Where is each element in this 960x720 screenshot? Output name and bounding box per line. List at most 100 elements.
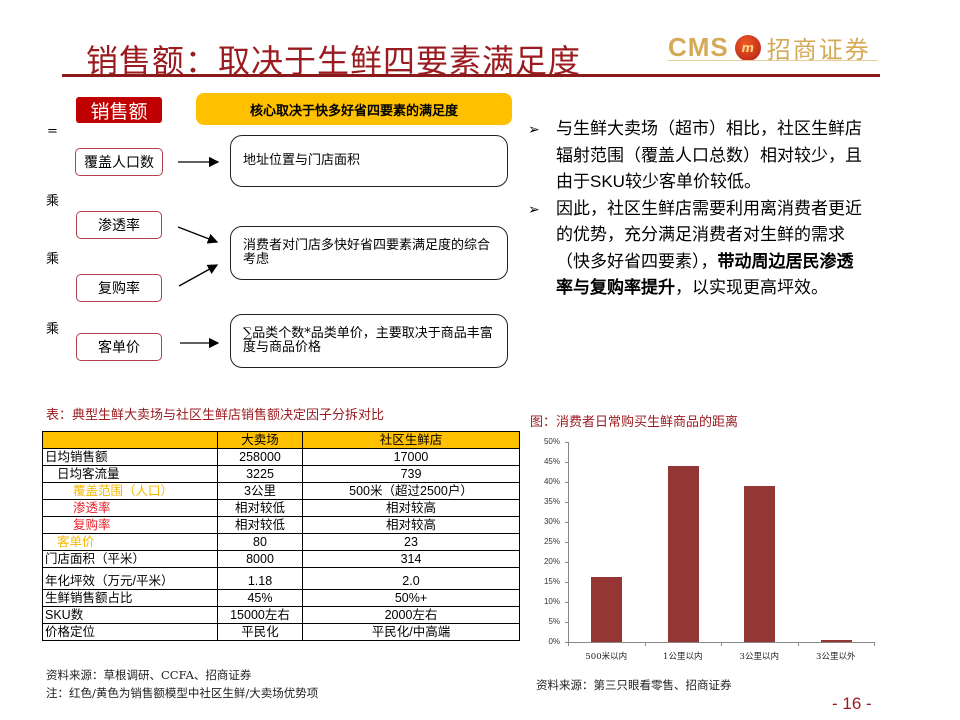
table-caption: 表：典型生鲜大卖场与社区生鲜店销售额决定因子分拆对比 (46, 408, 385, 423)
x-tick-mark (874, 642, 875, 646)
x-tick-label: 1公里以内 (663, 652, 703, 662)
cell-community: 314 (302, 550, 520, 568)
table-notes: 资料来源：草根调研、CCFA、招商证券 注：红色/黄色为销售额模型中社区生鲜/大… (46, 666, 318, 702)
cell-hypermarket: 相对较低 (217, 516, 303, 534)
cell-community: 平民化/中高端 (302, 623, 520, 641)
table-row: 客单价 80 23 (42, 533, 520, 551)
bullet-text-tail: ，以实现更高坪效。 (675, 278, 828, 297)
equals-sign: = (47, 124, 58, 139)
table-row: 生鲜销售额占比 45% 50%+ (42, 589, 520, 607)
bullet-text: 因此，社区生鲜店需要利用离消费者更近的优势，充分满足消费者对生鲜的需求（快多好省… (556, 196, 868, 302)
y-tick-label: 45% (543, 457, 560, 466)
cell-hypermarket: 相对较低 (217, 499, 303, 517)
cell-hypermarket: 8000 (217, 550, 303, 568)
cell-community: 相对较高 (302, 499, 520, 517)
cell-hypermarket: 80 (217, 533, 303, 551)
y-tick-label: 15% (543, 577, 560, 586)
y-tick-label: 20% (543, 557, 560, 566)
bullet-item: ➢ 与生鲜大卖场（超市）相比，社区生鲜店辐射范围（覆盖人口总数）相对较少，且由于… (528, 116, 868, 196)
bullet-text-plain: 因此，社区生鲜店需要利用离消费者更近的优势，充分满足消费者对生鲜的需求（快多好省… (556, 198, 862, 271)
cell-community: 50%+ (302, 589, 520, 607)
table-row: 门店面积（平米） 8000 314 (42, 550, 520, 568)
table-row: SKU数 15000左右 2000左右 (42, 606, 520, 624)
y-tick-mark (565, 462, 568, 463)
table-row: 日均销售额 258000 17000 (42, 448, 520, 466)
cell-hypermarket: 15000左右 (217, 606, 303, 624)
factor-repurchase: 复购率 (76, 274, 162, 302)
factor-coverage: 覆盖人口数 (75, 148, 163, 176)
x-tick-mark (721, 642, 722, 646)
cell-community: 739 (302, 465, 520, 483)
y-tick-label: 30% (543, 517, 560, 526)
bullet-text-bold: 带动周边居民渗透率与复购率提升 (556, 251, 854, 298)
x-tick-mark (568, 642, 569, 646)
x-tick-label: 500米以内 (585, 652, 628, 662)
row-label: SKU数 (42, 606, 218, 624)
comparison-table: 大卖场 社区生鲜店 日均销售额 258000 17000 日均客流量 3225 … (42, 431, 520, 641)
multiply-sign: 乘 (46, 322, 60, 337)
core-determinant-label: 核心取决于快多好省四要素的满足度 (196, 93, 512, 125)
y-tick-label: 35% (543, 497, 560, 506)
factor-penetration: 渗透率 (76, 211, 162, 239)
y-tick-label: 10% (543, 597, 560, 606)
y-tick-mark (565, 502, 568, 503)
y-tick-label: 0% (548, 637, 560, 646)
y-axis (568, 442, 569, 642)
distance-bar-chart: 50% 45% 40% 35% 30% 25% 20% 15% 10% 5% 0% 500米以内 1公… (530, 432, 880, 672)
table-row: 覆盖范围（人口） 3公里 500米（超过2500户） (42, 482, 520, 500)
cell-community: 500米（超过2500户） (302, 482, 520, 500)
cell-hypermarket: 3225 (217, 465, 303, 483)
y-tick-label: 5% (548, 617, 560, 626)
cell-hypermarket: 45% (217, 589, 303, 607)
y-tick-mark (565, 442, 568, 443)
y-tick-mark (565, 622, 568, 623)
cell-hypermarket: 1.18 (217, 567, 303, 590)
table-source: 资料来源：草根调研、CCFA、招商证券 (46, 668, 252, 682)
factor-basket-size: 客单价 (76, 333, 162, 361)
bar (591, 577, 623, 642)
table-row: 日均客流量 3225 739 (42, 465, 520, 483)
row-label: 门店面积（平米） (42, 550, 218, 568)
row-label: 生鲜销售额占比 (42, 589, 218, 607)
page-number: - 16 - (832, 694, 872, 713)
y-tick-mark (565, 482, 568, 483)
arrow-bullet-icon: ➢ (528, 121, 540, 137)
row-label: 日均销售额 (42, 448, 218, 466)
title-divider (62, 74, 880, 77)
cell-community: 2.0 (302, 567, 520, 590)
bullet-item: ➢ 因此，社区生鲜店需要利用离消费者更近的优势，充分满足消费者对生鲜的需求（快多… (528, 196, 868, 302)
cell-community: 17000 (302, 448, 520, 466)
table-row: 渗透率 相对较低 相对较高 (42, 499, 520, 517)
x-tick-mark (644, 642, 646, 646)
logo-badge-icon: m (734, 34, 761, 61)
y-tick-label: 50% (543, 437, 560, 446)
logo-underline (668, 60, 878, 61)
arrow-bullet-icon: ➢ (528, 200, 540, 217)
description-satisfaction: 消费者对门店多快好省四要素满足度的综合考虑 (230, 226, 508, 280)
bullet-list: ➢ 与生鲜大卖场（超市）相比，社区生鲜店辐射范围（覆盖人口总数）相对较少，且由于… (528, 116, 868, 302)
cell-hypermarket: 258000 (217, 448, 303, 466)
bar (667, 466, 699, 642)
cell-community: 2000左右 (302, 606, 520, 624)
bullet-text: 与生鲜大卖场（超市）相比，社区生鲜店辐射范围（覆盖人口总数）相对较少，且由于SK… (556, 119, 862, 191)
y-tick-mark (565, 542, 568, 543)
logo-cms-text: CMS (668, 32, 729, 62)
y-tick-mark (565, 522, 568, 523)
table-note: 注：红色/黄色为销售额模型中社区生鲜/大卖场优势项 (46, 686, 319, 700)
flow-arrows (177, 156, 220, 349)
table-row: 年化坪效（万元/平米） 1.18 2.0 (42, 567, 520, 590)
company-logo: CMS m 招商证券 (668, 30, 871, 65)
cell-community: 23 (302, 533, 520, 551)
table-row: 价格定位 平民化 平民化/中高端 (42, 623, 520, 641)
multiply-sign: 乘 (46, 194, 60, 209)
table-header-community: 社区生鲜店 (302, 431, 520, 449)
table-header-blank (42, 431, 218, 449)
cell-hypermarket: 平民化 (217, 623, 303, 641)
cell-hypermarket: 3公里 (217, 482, 303, 500)
chart-title: 图：消费者日常购买生鲜商品的距离 (530, 415, 739, 430)
row-label: 渗透率 (42, 499, 218, 517)
table-row: 复购率 相对较低 相对较高 (42, 516, 520, 534)
page-title: 销售额：取决于生鲜四要素满足度 (86, 42, 582, 80)
row-label: 年化坪效（万元/平米） (42, 567, 218, 590)
table-header-hypermarket: 大卖场 (217, 431, 303, 449)
